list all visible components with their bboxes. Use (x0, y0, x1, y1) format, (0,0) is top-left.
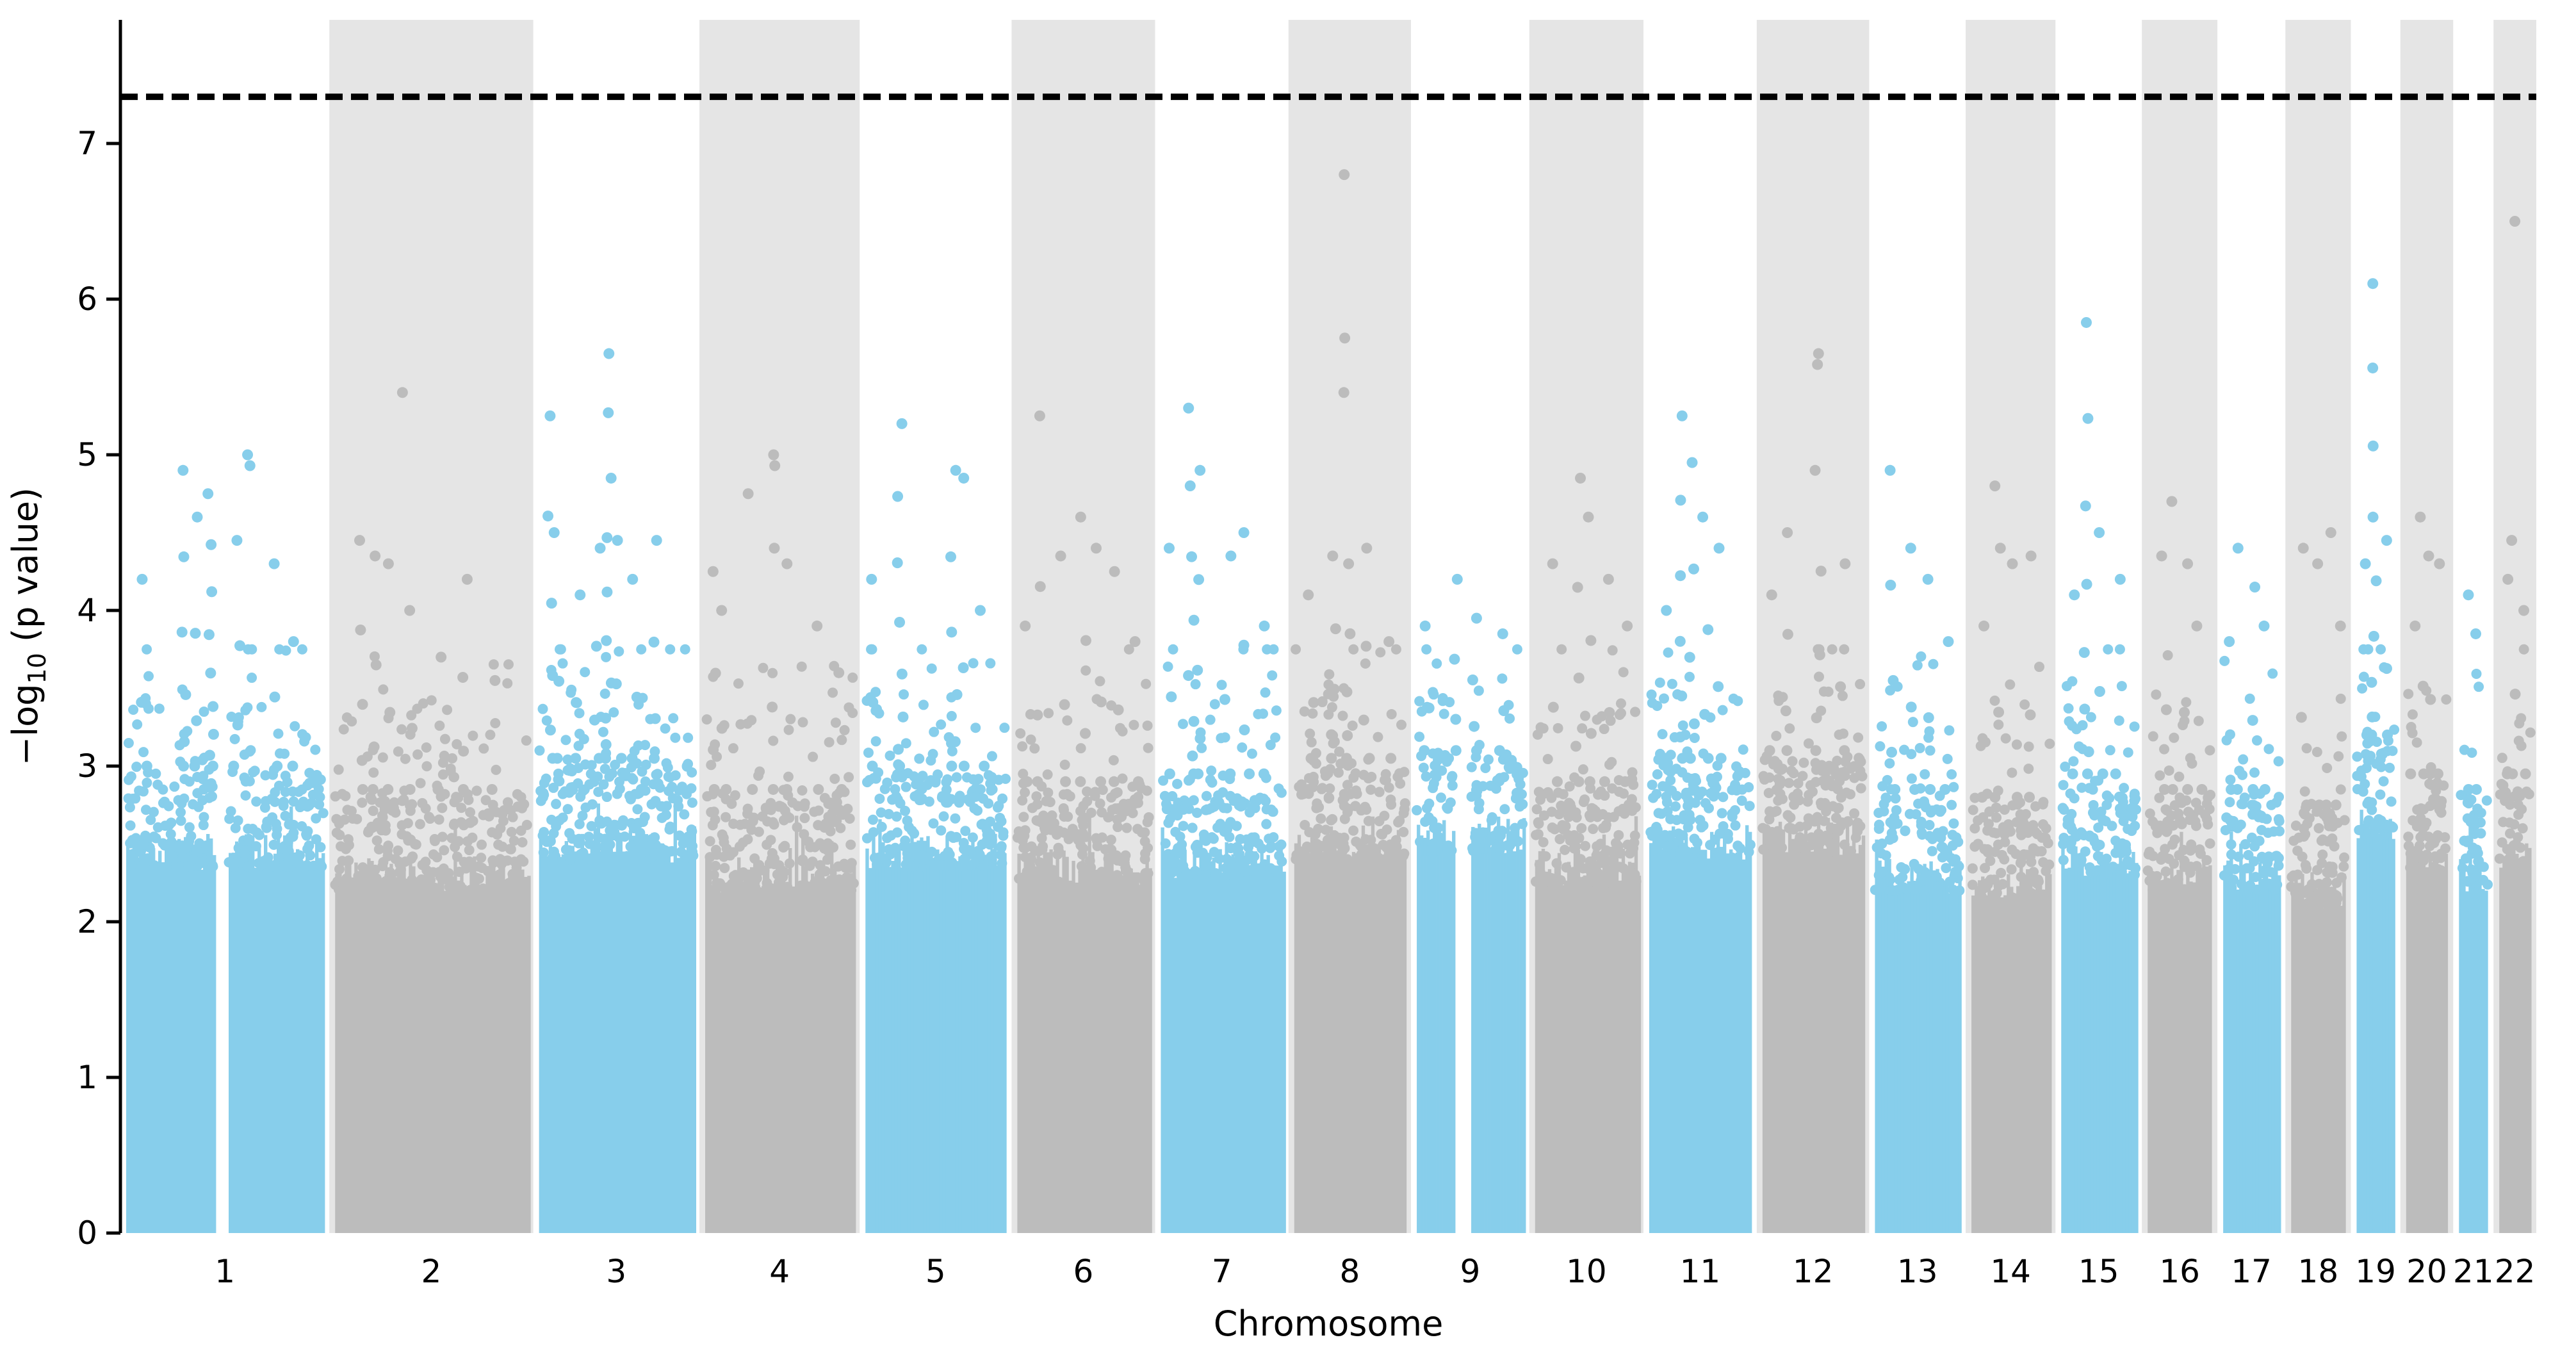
x-tick-label-chr-5: 5 (925, 1253, 946, 1290)
x-tick-label-chr-20: 20 (2406, 1253, 2447, 1290)
chr-17-points (2219, 543, 2285, 1233)
x-tick-labels: 1 2 3 4 5 6 7 8 9 10 11 12 13 14 15 16 17 18 19 20 21 22 (215, 1253, 2535, 1290)
y-tick-label: 7 (77, 125, 97, 162)
x-tick-label-chr-15: 15 (2078, 1253, 2119, 1290)
chr-14-points (1967, 480, 2055, 1233)
x-tick-label-chr-17: 17 (2231, 1253, 2272, 1290)
x-tick-label-chr-12: 12 (1793, 1253, 1834, 1290)
y-tick-label: 3 (77, 748, 97, 785)
chr-22-top-hit (2509, 216, 2521, 227)
chr-12-top-hit (1812, 359, 1823, 370)
chr-15-points (2057, 316, 2141, 1233)
chr-9-points (1412, 573, 1528, 1233)
x-axis-title: Chromosome (1214, 1304, 1444, 1344)
chr-3-points (534, 348, 699, 1233)
chr-8-top-hit (1339, 332, 1351, 344)
chr-8-top-hit (1339, 169, 1350, 181)
chr-2-points (330, 387, 532, 1233)
chr-18-points (2286, 527, 2350, 1233)
chr-12-points (1757, 348, 1868, 1233)
chr-1-points (123, 449, 329, 1233)
y-tick-label: 5 (77, 436, 97, 473)
x-tick-label-chr-19: 19 (2355, 1253, 2396, 1290)
chr-4-top-hit (769, 460, 781, 471)
x-tick-label-chr-16: 16 (2159, 1253, 2200, 1290)
chr-13-points (1870, 464, 1965, 1233)
y-tick-label: 4 (77, 592, 97, 629)
x-tick-label-chr-6: 6 (1073, 1253, 1094, 1290)
chr-3-top-hit (603, 348, 615, 359)
y-tick-label: 6 (77, 281, 97, 318)
x-tick-label-chr-2: 2 (421, 1253, 442, 1290)
chr-12-top-hit (1813, 348, 1824, 359)
chr-2-top-hit (396, 387, 408, 398)
y-axis: 0 1 2 3 4 5 6 7 (77, 20, 122, 1252)
chr-8-top-hit (1338, 387, 1349, 398)
x-tick-label-chr-14: 14 (1990, 1253, 2031, 1290)
scatter-points (123, 169, 2536, 1233)
x-tick-label-chr-18: 18 (2298, 1253, 2339, 1290)
chr-3-top-hit (603, 407, 614, 418)
x-tick-label-chr-4: 4 (769, 1253, 790, 1290)
x-tick-label-chr-21: 21 (2453, 1253, 2494, 1290)
x-tick-label-chr-9: 9 (1460, 1253, 1481, 1290)
y-axis-title: −log10 (p value) (5, 487, 51, 765)
y-axis-title-rest: (p value) (5, 487, 45, 653)
chr-4-top-hit (768, 449, 779, 461)
chr-1-top-hit (244, 460, 256, 471)
chr-4-points (701, 449, 859, 1233)
chr-10-points (1530, 472, 1642, 1233)
x-tick-label-chr-7: 7 (1212, 1253, 1232, 1290)
y-tick-label: 0 (77, 1214, 97, 1252)
chr-8-points (1291, 169, 1410, 1233)
y-axis-title-sub: 10 (23, 653, 51, 683)
chr-20-points (2403, 511, 2452, 1233)
y-axis-title-main: −log (5, 684, 45, 766)
chr-11-points (1645, 410, 1756, 1233)
x-tick-label-chr-1: 1 (215, 1253, 235, 1290)
chr-5-points (861, 418, 1011, 1233)
x-tick-label-chr-22: 22 (2495, 1253, 2536, 1290)
chr-21-points (2456, 589, 2493, 1233)
chr-22-points (2494, 216, 2536, 1233)
x-tick-label-chr-11: 11 (1680, 1253, 1721, 1290)
chr-1-top-hit (242, 449, 254, 461)
chr-6-points (1012, 410, 1154, 1233)
y-tick-label: 1 (77, 1059, 97, 1096)
x-tick-label-chr-3: 3 (606, 1253, 626, 1290)
x-tick-label-chr-8: 8 (1340, 1253, 1360, 1290)
y-tick-label: 2 (77, 903, 97, 940)
x-tick-label-chr-13: 13 (1897, 1253, 1938, 1290)
chr-16-points (2142, 496, 2216, 1233)
chr-7-points (1158, 402, 1287, 1233)
chr-19-points (2352, 278, 2400, 1233)
x-tick-label-chr-10: 10 (1566, 1253, 1607, 1290)
chr-14-top-hit (1989, 480, 2001, 492)
